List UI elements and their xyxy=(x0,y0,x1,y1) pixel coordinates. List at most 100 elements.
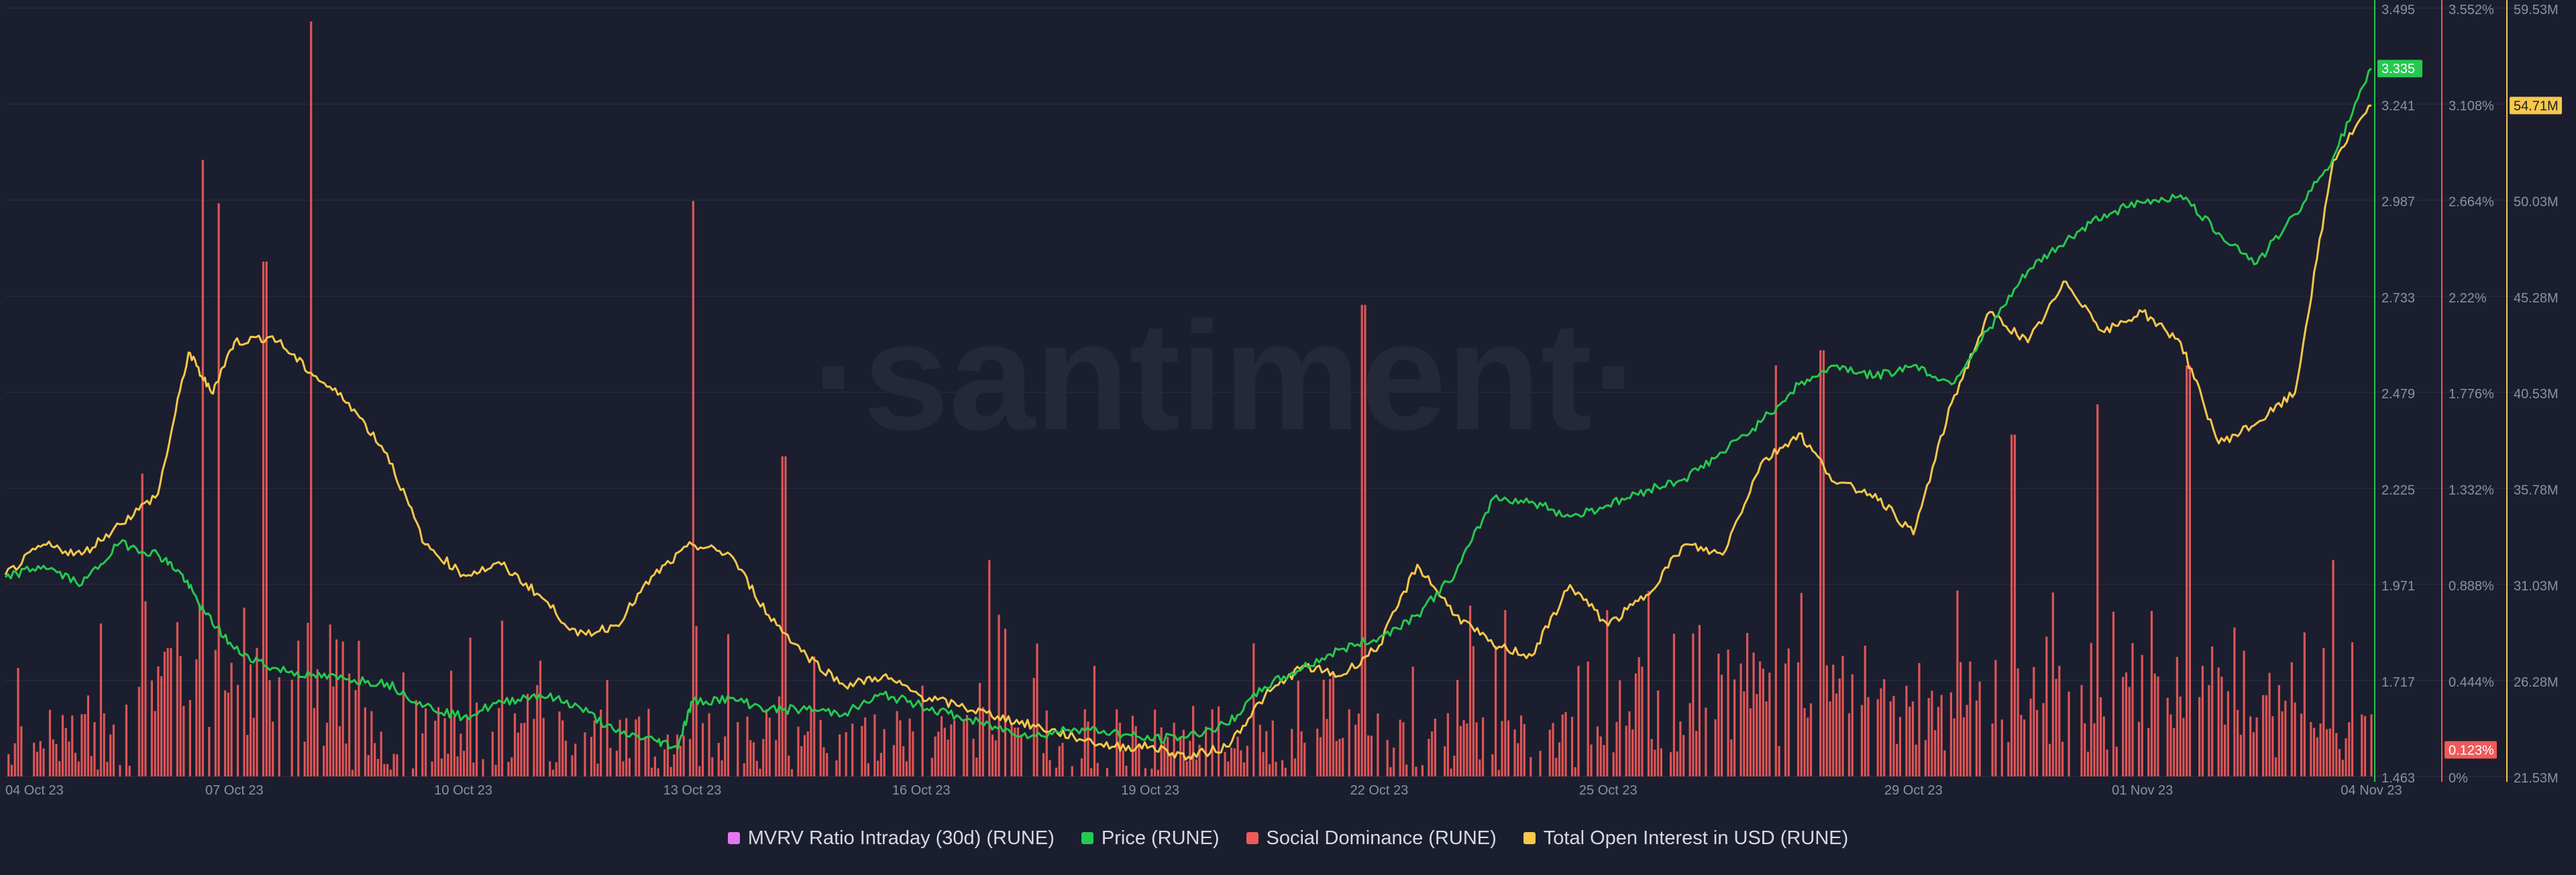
social-dominance-axis-tick-label: 1.332% xyxy=(2449,483,2494,498)
social-dominance-bars xyxy=(7,21,2373,776)
social-dominance-bar xyxy=(2303,632,2306,776)
legend-item[interactable]: Social Dominance (RUNE) xyxy=(1246,827,1497,850)
social-dominance-bar xyxy=(434,720,437,776)
social-dominance-bar xyxy=(1389,767,1392,776)
social-dominance-bar xyxy=(647,709,650,776)
social-dominance-bar xyxy=(1934,730,1937,776)
social-dominance-bar xyxy=(1889,701,1892,776)
social-dominance-bar xyxy=(1599,736,1602,776)
social-dominance-bar xyxy=(7,754,10,776)
social-dominance-bar xyxy=(1784,663,1787,776)
x-tick-label: 04 Nov 23 xyxy=(2341,783,2402,798)
legend-item[interactable]: Total Open Interest in USD (RUNE) xyxy=(1523,827,1848,850)
social-dominance-bar xyxy=(2084,723,2086,776)
social-dominance-bar xyxy=(1924,740,1927,776)
social-dominance-bar xyxy=(606,680,608,776)
social-dominance-bar xyxy=(1173,722,1175,776)
social-dominance-bar xyxy=(392,754,395,776)
social-dominance-bar xyxy=(991,734,994,776)
social-dominance-bar xyxy=(112,724,115,776)
price-axis-tick-label: 3.241 xyxy=(2381,99,2415,113)
social-dominance-axis-tick-label: 1.776% xyxy=(2449,387,2494,402)
social-dominance-bar xyxy=(1692,633,1695,776)
social-dominance-bar xyxy=(453,716,455,776)
social-dominance-bar xyxy=(1705,707,1707,776)
social-dominance-bar xyxy=(2198,697,2201,776)
watermark-text: ·santiment· xyxy=(812,290,1644,462)
social-dominance-bar xyxy=(2058,666,2061,776)
social-dominance-bar xyxy=(1778,746,1780,776)
social-dominance-bar xyxy=(912,731,914,776)
social-dominance-bar xyxy=(230,662,233,776)
social-dominance-bar xyxy=(166,648,169,776)
social-dominance-bar xyxy=(1896,744,1898,776)
social-dominance-bar xyxy=(1561,714,1564,776)
social-dominance-bar xyxy=(941,716,943,776)
social-dominance-bar xyxy=(39,741,42,776)
social-dominance-bar xyxy=(2345,738,2347,776)
social-dominance-bar xyxy=(727,634,730,776)
social-dominance-bar xyxy=(160,676,163,776)
social-dominance-bar xyxy=(669,766,672,776)
social-dominance-bar xyxy=(412,768,415,776)
social-dominance-bar xyxy=(806,731,809,776)
social-dominance-bar xyxy=(749,740,752,776)
social-dominance-bar xyxy=(1469,605,1472,776)
social-dominance-bar xyxy=(2319,723,2322,776)
social-dominance-bar xyxy=(861,725,863,776)
social-dominance-bar xyxy=(227,692,229,776)
social-dominance-bar xyxy=(2051,592,2054,776)
social-dominance-bar xyxy=(2045,636,2048,776)
social-dominance-bar xyxy=(1472,646,1474,776)
social-dominance-bar xyxy=(584,732,586,776)
price-axis-tick-label: 1.971 xyxy=(2381,579,2415,594)
open-interest-axis-tick-label: 21.53M xyxy=(2514,771,2559,786)
social-dominance-bar xyxy=(201,160,204,776)
price-line xyxy=(4,68,2372,750)
social-dominance-bar xyxy=(1832,664,1835,776)
social-dominance-bar xyxy=(97,769,99,776)
social-dominance-bar xyxy=(2112,611,2115,776)
social-dominance-axis: 3.552% 3.108% 2.664% 2.22% 1.776% 1.332% 0.888… xyxy=(2441,0,2497,786)
legend-item[interactable]: MVRV Ratio Intraday (30d) (RUNE) xyxy=(727,827,1055,850)
social-dominance-axis-tick-label: 3.108% xyxy=(2449,99,2494,113)
social-dominance-bar xyxy=(2137,721,2141,776)
social-dominance-bar xyxy=(2188,365,2192,776)
price-axis-last-value-text: 3.335 xyxy=(2381,62,2415,76)
social-dominance-bar xyxy=(2348,722,2351,776)
social-dominance-bar xyxy=(2300,713,2303,776)
open-interest-axis-tick-label: 26.28M xyxy=(2514,675,2559,690)
social-dominance-bar xyxy=(2157,676,2159,776)
social-dominance-bar xyxy=(1497,770,1500,776)
social-dominance-bar xyxy=(2217,667,2220,776)
social-dominance-bar xyxy=(460,734,462,776)
social-dominance-bar xyxy=(1695,731,1698,776)
social-dominance-bar xyxy=(2322,648,2325,776)
social-dominance-bar xyxy=(2173,727,2176,776)
legend-swatch xyxy=(1523,832,1536,844)
social-dominance-bar xyxy=(125,704,127,776)
social-dominance-bar xyxy=(1431,731,1434,776)
social-dominance-bar xyxy=(345,743,347,776)
social-dominance-bar xyxy=(170,648,172,776)
social-dominance-bar xyxy=(1625,725,1627,776)
legend-item[interactable]: Price (RUNE) xyxy=(1081,827,1220,850)
social-dominance-bar xyxy=(759,768,761,776)
social-dominance-bar xyxy=(2239,734,2242,776)
social-dominance-bar xyxy=(574,744,577,776)
social-dominance-bar xyxy=(84,714,87,776)
social-dominance-bar xyxy=(994,740,997,776)
social-dominance-bar xyxy=(466,715,468,776)
social-dominance-bar xyxy=(1517,743,1519,776)
social-dominance-bar xyxy=(533,719,535,776)
social-dominance-bar xyxy=(1071,766,1073,776)
social-dominance-bar xyxy=(1829,701,1831,776)
social-dominance-bar xyxy=(2147,727,2150,776)
social-dominance-bar xyxy=(797,726,800,776)
social-dominance-bar xyxy=(1020,734,1022,776)
social-dominance-bar xyxy=(2271,716,2274,776)
social-dominance-bar xyxy=(777,696,781,776)
social-dominance-bar xyxy=(1010,723,1013,776)
